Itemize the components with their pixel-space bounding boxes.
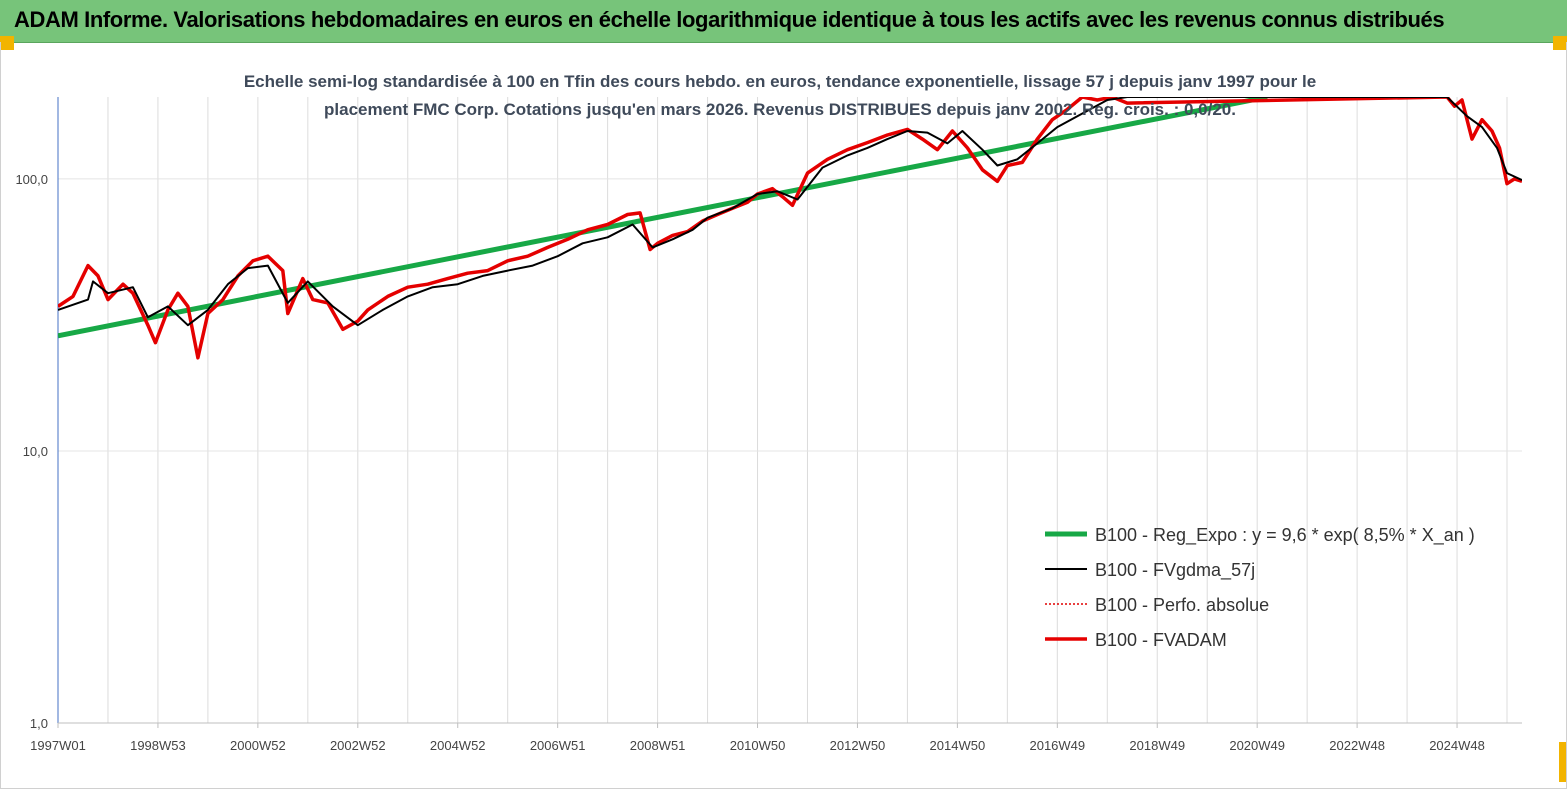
x-tick-label: 2012W50 bbox=[830, 738, 886, 753]
x-tick-label: 2002W52 bbox=[330, 738, 386, 753]
axes: 1,0 10,0 100,0 1997W01 1998W53 2000W52 2002W52… bbox=[15, 97, 1522, 753]
x-tick-label: 1998W53 bbox=[130, 738, 186, 753]
corner-marker bbox=[0, 36, 14, 50]
chart-subtitle: Echelle semi-log standardisée à 100 en T… bbox=[180, 68, 1380, 124]
corner-marker bbox=[1559, 742, 1567, 782]
chart-subtitle-line-1: Echelle semi-log standardisée à 100 en T… bbox=[243, 72, 1317, 91]
x-tick-label: 2020W49 bbox=[1229, 738, 1285, 753]
grid-lines bbox=[58, 97, 1522, 723]
x-tick-label: 2004W52 bbox=[430, 738, 486, 753]
legend-label: B100 - Reg_Expo : y = 9,6 * exp( 8,5% * … bbox=[1095, 525, 1475, 546]
x-tick-label: 2006W51 bbox=[530, 738, 586, 753]
legend: B100 - Reg_Expo : y = 9,6 * exp( 8,5% * … bbox=[1045, 525, 1475, 650]
legend-label: B100 - Perfo. absolue bbox=[1095, 595, 1269, 615]
legend-label: B100 - FVADAM bbox=[1095, 630, 1227, 650]
y-tick-label: 1,0 bbox=[30, 716, 48, 731]
legend-label: B100 - FVgdma_57j bbox=[1095, 560, 1255, 581]
x-tick-label: 1997W01 bbox=[30, 738, 86, 753]
series-line bbox=[58, 97, 1522, 327]
y-tick-label: 100,0 bbox=[15, 172, 48, 187]
corner-marker bbox=[1553, 36, 1567, 50]
x-tick-label: 2024W48 bbox=[1429, 738, 1485, 753]
page-title: ADAM Informe. Valorisations hebdomadaire… bbox=[14, 7, 1445, 32]
x-tick-label: 2000W52 bbox=[230, 738, 286, 753]
x-tick-label: 2008W51 bbox=[630, 738, 686, 753]
y-tick-label: 10,0 bbox=[23, 444, 48, 459]
series-line bbox=[58, 97, 1522, 360]
title-bar: ADAM Informe. Valorisations hebdomadaire… bbox=[0, 0, 1567, 43]
x-tick-label: 2022W48 bbox=[1329, 738, 1385, 753]
series-line bbox=[58, 97, 1268, 339]
series-layer bbox=[58, 97, 1522, 360]
x-tick-label: 2018W49 bbox=[1129, 738, 1185, 753]
x-tick-label: 2016W49 bbox=[1029, 738, 1085, 753]
x-tick-label: 2010W50 bbox=[730, 738, 786, 753]
series-line bbox=[58, 97, 1522, 359]
chart-subtitle-line-2: placement FMC Corp. Cotations jusqu'en m… bbox=[324, 100, 1236, 119]
x-tick-label: 2014W50 bbox=[930, 738, 986, 753]
